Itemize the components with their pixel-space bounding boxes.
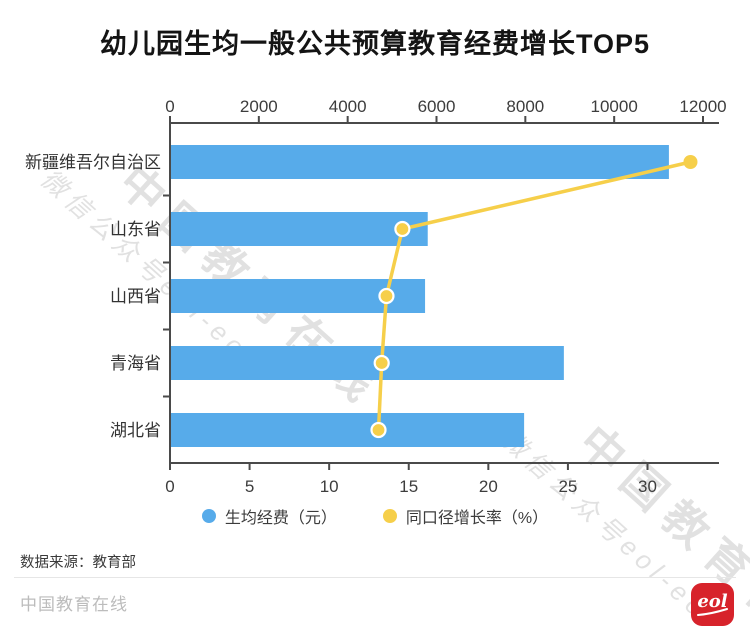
legend-label-line-series: 同口径增长率（%） bbox=[405, 510, 549, 527]
bottom-axis-tick-label: 15 bbox=[399, 477, 418, 496]
bottom-axis-tick-label: 30 bbox=[638, 477, 657, 496]
growth-line bbox=[376, 160, 691, 431]
bar-3 bbox=[171, 346, 564, 380]
growth-point-1 bbox=[394, 220, 411, 238]
legend-item-line-series: 同口径增长率（%） bbox=[382, 504, 549, 528]
bar-0 bbox=[171, 145, 669, 179]
top-axis-tick-label: 10000 bbox=[591, 97, 638, 116]
top-axis-tick-label: 6000 bbox=[418, 97, 456, 116]
bottom-axis-tick-label: 10 bbox=[320, 477, 339, 496]
legend-marker-yellow-icon bbox=[382, 509, 397, 523]
footer-divider bbox=[14, 577, 736, 578]
growth-point-0 bbox=[683, 155, 698, 169]
top-axis-tick-label: 12000 bbox=[679, 97, 726, 116]
page-title: 幼儿园生均一般公共预算教育经费增长TOP5 bbox=[99, 29, 651, 59]
growth-point-2 bbox=[378, 287, 395, 305]
top-axis-tick-label: 0 bbox=[165, 97, 174, 116]
bar-4 bbox=[171, 413, 525, 447]
legend-marker-blue-icon bbox=[201, 509, 216, 523]
growth-point-3 bbox=[373, 354, 390, 372]
category-label: 山东省 bbox=[110, 220, 161, 239]
category-label: 青海省 bbox=[110, 354, 161, 373]
bottom-axis-tick-label: 25 bbox=[558, 477, 577, 496]
category-label: 新疆维吾尔自治区 bbox=[25, 153, 161, 172]
top-axis-tick-label: 8000 bbox=[506, 97, 544, 116]
bottom-axis-tick-label: 0 bbox=[165, 477, 174, 496]
eol-logo-swoosh-icon bbox=[696, 607, 728, 616]
data-source-note: 数据来源：教育部 bbox=[20, 555, 136, 571]
growth-point-4 bbox=[370, 421, 387, 439]
brand-name: 中国教育在线 bbox=[20, 595, 128, 614]
top-axis-tick-label: 2000 bbox=[240, 97, 278, 116]
bottom-axis-tick-label: 20 bbox=[479, 477, 498, 496]
bottom-axis-tick-label: 5 bbox=[245, 477, 254, 496]
legend-item-bar-series: 生均经费（元） bbox=[201, 504, 337, 528]
bar-1 bbox=[171, 212, 428, 246]
chart-legend: 生均经费（元） 同口径增长率（%） bbox=[0, 504, 750, 528]
category-label: 湖北省 bbox=[110, 421, 161, 440]
legend-label-bar-series: 生均经费（元） bbox=[224, 510, 337, 527]
top-axis-tick-label: 4000 bbox=[329, 97, 367, 116]
eol-logo: eol bbox=[691, 583, 734, 626]
eol-logo-text: eol bbox=[697, 590, 728, 612]
category-label: 山西省 bbox=[110, 287, 161, 306]
